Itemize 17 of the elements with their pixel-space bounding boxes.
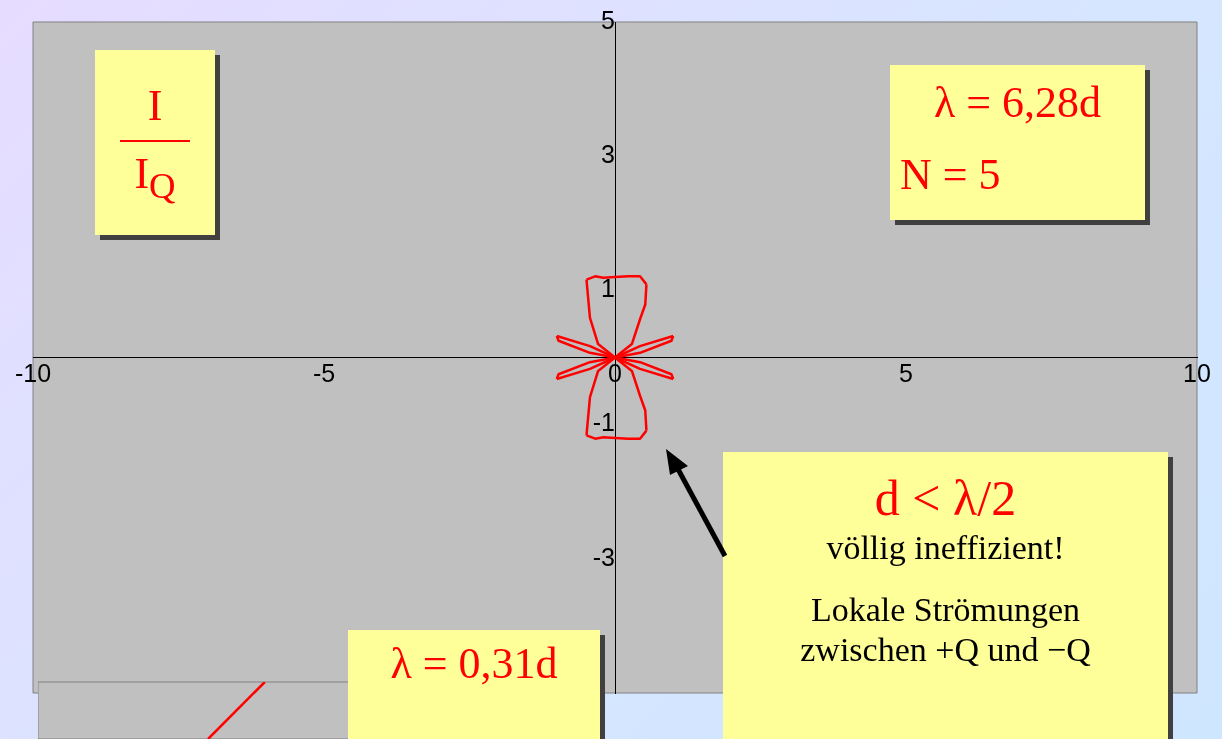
- annotation: N = 5: [899, 149, 1002, 201]
- y-tick-label: -1: [592, 408, 615, 437]
- y-tick-label: -3: [592, 542, 615, 571]
- x-tick-label: 10: [1183, 359, 1211, 388]
- annotation: λ = 0,31d: [389, 638, 559, 690]
- annotation: λ = 6,28d: [932, 77, 1103, 129]
- annotation: I$_{Q}$: [133, 148, 177, 208]
- annotation: Lokale Strömungen zwischen +Q und −Q: [799, 590, 1092, 670]
- y-tick-label: 3: [601, 140, 615, 169]
- y-tick-label: 5: [601, 5, 615, 34]
- x-tick-label: 5: [899, 359, 913, 388]
- annotation: I: [120, 80, 190, 142]
- annotation: d < λ/2: [873, 470, 1018, 526]
- x-tick-label: -10: [14, 359, 52, 388]
- x-tick-label: -5: [312, 359, 336, 388]
- annotation: völlig ineffizient!: [825, 528, 1066, 568]
- y-tick-label: 1: [601, 274, 615, 303]
